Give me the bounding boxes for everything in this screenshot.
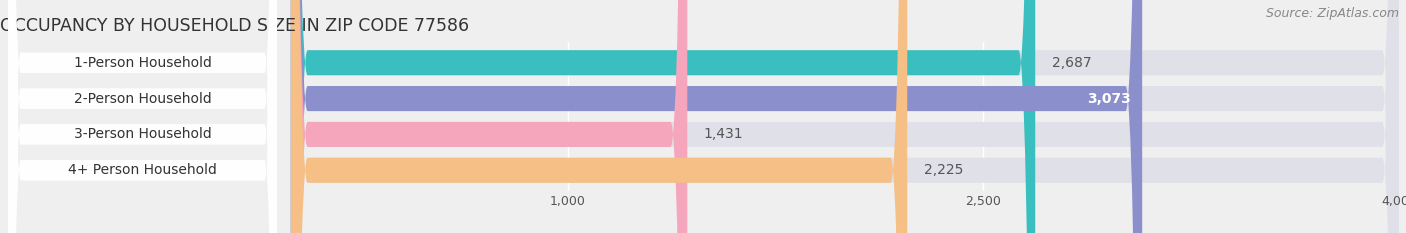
Text: 2,687: 2,687 [1052,56,1091,70]
FancyBboxPatch shape [291,0,1035,233]
Text: 1,431: 1,431 [704,127,744,141]
FancyBboxPatch shape [8,0,277,233]
FancyBboxPatch shape [8,0,277,233]
FancyBboxPatch shape [291,0,1399,233]
Text: Source: ZipAtlas.com: Source: ZipAtlas.com [1265,7,1399,20]
FancyBboxPatch shape [291,0,1399,233]
FancyBboxPatch shape [291,0,1399,233]
Text: OCCUPANCY BY HOUSEHOLD SIZE IN ZIP CODE 77586: OCCUPANCY BY HOUSEHOLD SIZE IN ZIP CODE … [0,17,470,35]
Text: 3-Person Household: 3-Person Household [73,127,211,141]
Text: 4+ Person Household: 4+ Person Household [69,163,217,177]
FancyBboxPatch shape [8,0,277,233]
FancyBboxPatch shape [291,0,1142,233]
FancyBboxPatch shape [291,0,1399,233]
Text: 2,225: 2,225 [924,163,963,177]
FancyBboxPatch shape [8,0,277,233]
FancyBboxPatch shape [291,0,907,233]
Text: 3,073: 3,073 [1087,92,1130,106]
FancyBboxPatch shape [291,0,688,233]
Text: 1-Person Household: 1-Person Household [73,56,212,70]
Text: 2-Person Household: 2-Person Household [73,92,211,106]
